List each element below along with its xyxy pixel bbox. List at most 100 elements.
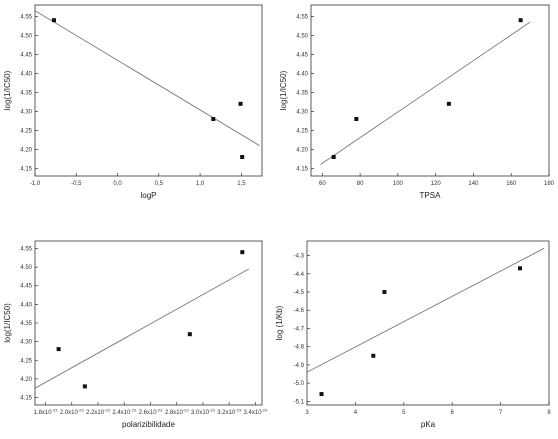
polarizibilidade-plot-frame xyxy=(34,240,263,406)
chart-tpsa: 60 80 100 120 140 160 180 4.15 4.20 4.25 4.30 4.35 4… xyxy=(279,4,555,200)
polarizibilidade-data-point xyxy=(82,384,87,389)
polarizibilidade-y-tick-label: 4.20 xyxy=(20,377,32,383)
polarizibilidade-x-tick-label: 3.2x10-23 xyxy=(217,408,242,417)
pka-x-tick-label: 4 xyxy=(354,410,358,416)
polarizibilidade-x-axis-title: polarizibilidade xyxy=(122,420,175,429)
logp-plot-frame xyxy=(34,4,263,177)
tpsa-x-tick-label: 180 xyxy=(544,181,555,187)
polarizibilidade-x-tick-mantissa: 3.2x10 xyxy=(217,410,236,416)
logp-y-tick-label: 4.30 xyxy=(20,109,32,115)
logp-x-axis-title: logP xyxy=(140,191,156,200)
logp-data-point xyxy=(211,117,216,121)
logp-x-tick-label: 1,0 xyxy=(196,181,205,187)
tpsa-y-tick-label: 4.40 xyxy=(296,71,308,77)
pka-x-axis-title: pKa xyxy=(421,420,436,429)
logp-y-tick-label: 4.25 xyxy=(20,128,32,134)
logp-x-tick-label: -0,5 xyxy=(71,181,82,187)
logp-x-tick-label: -1,0 xyxy=(30,181,41,187)
polarizibilidade-x-tick-mantissa: 2.2x10 xyxy=(86,410,105,416)
pka-y-tick-label: -4.7 xyxy=(294,326,305,332)
pka-x-tick-label: 6 xyxy=(451,410,455,416)
chart-polarizibilidade: 1.8x10-23 2.0x10-23 2.2x10-23 2.4x10-23 2.6x… xyxy=(3,240,269,429)
polarizibilidade-y-tick-label: 4.35 xyxy=(20,321,32,327)
logp-y-axis-title: log(1/IC50) xyxy=(3,70,12,110)
chart-logp: -1,0 -0,5 0,0 0,5 1,0 1,5 4.15 4.20 4.25 4.30 4.35… xyxy=(3,4,263,200)
logp-y-tick-label: 4.20 xyxy=(20,147,32,153)
polarizibilidade-x-tick-label: 1.8x10-23 xyxy=(34,408,59,417)
polarizibilidade-x-tick-mantissa: 2.4x10 xyxy=(112,410,131,416)
polarizibilidade-x-tick-label: 2.0x10-23 xyxy=(60,408,85,417)
tpsa-y-tick-label: 4.55 xyxy=(296,14,308,20)
tpsa-y-tick-label: 4.45 xyxy=(296,52,308,58)
logp-x-tick-label: 1,5 xyxy=(237,181,246,187)
polarizibilidade-y-tick-label: 4.55 xyxy=(20,246,32,252)
polarizibilidade-x-tick-exponent: -23 xyxy=(52,408,59,413)
polarizibilidade-x-tick-mantissa: 3.0x10 xyxy=(191,410,210,416)
tpsa-y-tick-label: 4.15 xyxy=(296,166,308,172)
pka-plot-frame xyxy=(306,240,550,406)
polarizibilidade-y-tick-label: 4.40 xyxy=(20,302,32,308)
polarizibilidade-y-tick-label: 4.25 xyxy=(20,358,32,364)
tpsa-y-axis-title: log(1/IC50) xyxy=(279,70,288,110)
polarizibilidade-x-tick-label: 3.4x10-23 xyxy=(244,408,269,417)
pka-y-tick-label: -4.3 xyxy=(294,254,305,260)
tpsa-x-tick-label: 60 xyxy=(319,181,326,187)
tpsa-x-tick-label: 120 xyxy=(431,181,442,187)
polarizibilidade-x-tick-label: 2.2x10-23 xyxy=(86,408,111,417)
logp-x-tick-label: 0,0 xyxy=(113,181,122,187)
polarizibilidade-data-point xyxy=(240,250,245,255)
polarizibilidade-y-tick-label: 4.45 xyxy=(20,284,32,290)
tpsa-data-point xyxy=(331,155,336,159)
tpsa-x-tick-label: 140 xyxy=(468,181,479,187)
polarizibilidade-data-point xyxy=(187,332,192,337)
pka-y-tick-label: -5.0 xyxy=(294,381,305,387)
logp-y-tick-label: 4.50 xyxy=(20,33,32,39)
pka-data-point xyxy=(319,392,324,397)
tpsa-y-tick-label: 4.35 xyxy=(296,90,308,96)
logp-y-tick-label: 4.45 xyxy=(20,52,32,58)
logp-x-tick-label: 0,5 xyxy=(155,181,164,187)
polarizibilidade-x-tick-exponent: -23 xyxy=(183,408,190,413)
polarizibilidade-x-tick-exponent: -23 xyxy=(130,408,137,413)
polarizibilidade-data-point xyxy=(56,347,61,352)
polarizibilidade-x-tick-mantissa: 2.6x10 xyxy=(139,410,158,416)
pka-y-tick-label: -5.1 xyxy=(294,399,305,405)
polarizibilidade-y-axis-title: log(1/IC50) xyxy=(3,303,12,343)
pka-y-tick-label: -4.6 xyxy=(294,308,305,314)
pka-data-point xyxy=(382,290,387,295)
polarizibilidade-x-tick-exponent: -23 xyxy=(78,408,85,413)
tpsa-x-tick-label: 160 xyxy=(506,181,517,187)
polarizibilidade-x-tick-exponent: -23 xyxy=(104,408,111,413)
pka-y-tick-label: -4.5 xyxy=(294,290,305,296)
chart-pka: 3 4 5 6 7 8 -5.1 -5.0 -4.9 -4.8 -4.7 -4.6 -4.5 -4.4 -4… xyxy=(275,240,551,429)
polarizibilidade-x-tick-exponent: -23 xyxy=(209,408,216,413)
logp-y-tick-label: 4.55 xyxy=(20,14,32,20)
logp-data-point xyxy=(240,155,245,159)
logp-data-point xyxy=(238,101,243,106)
polarizibilidade-x-tick-mantissa: 2.0x10 xyxy=(60,410,79,416)
logp-y-tick-label: 4.35 xyxy=(20,90,32,96)
pka-data-point xyxy=(371,353,376,358)
polarizibilidade-y-tick-label: 4.15 xyxy=(20,396,32,402)
polarizibilidade-fit-line xyxy=(34,268,250,389)
pka-data-point xyxy=(517,266,522,271)
pka-y-tick-label: -4.8 xyxy=(294,345,305,351)
pka-y-tick-label: -4.9 xyxy=(294,363,305,369)
tpsa-x-tick-label: 100 xyxy=(393,181,404,187)
polarizibilidade-y-tick-label: 4.30 xyxy=(20,340,32,346)
pka-x-tick-label: 5 xyxy=(402,410,406,416)
pka-x-tick-label: 7 xyxy=(499,410,503,416)
tpsa-data-point xyxy=(518,18,523,23)
polarizibilidade-x-tick-mantissa: 2.8x10 xyxy=(165,410,184,416)
tpsa-y-tick-label: 4.30 xyxy=(296,109,308,115)
polarizibilidade-x-tick-mantissa: 1.8x10 xyxy=(34,410,53,416)
logp-fit-line xyxy=(34,10,260,146)
tpsa-y-tick-label: 4.25 xyxy=(296,128,308,134)
polarizibilidade-x-tick-exponent: -23 xyxy=(262,408,269,413)
tpsa-fit-line xyxy=(320,21,531,165)
pka-x-tick-label: 8 xyxy=(547,410,551,416)
tpsa-y-tick-label: 4.50 xyxy=(296,33,308,39)
polarizibilidade-x-tick-label: 3.0x10-23 xyxy=(191,408,216,417)
tpsa-data-point xyxy=(354,117,359,121)
